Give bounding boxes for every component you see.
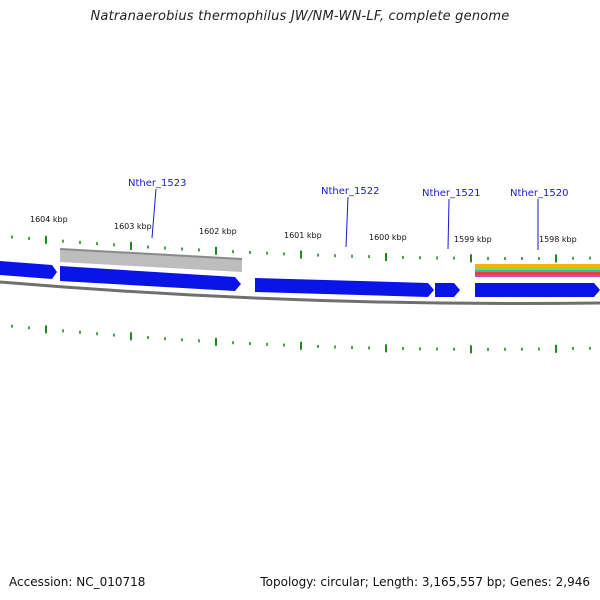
lower-tick-marks	[11, 324, 591, 354]
kbp-label: 1603 kbp	[114, 222, 152, 231]
gene-label-nther-1523[interactable]: Nther_1523	[128, 178, 186, 189]
accession-text: Accession: NC_010718	[9, 575, 146, 589]
colored-stripes	[475, 264, 600, 277]
gene-label-line	[447, 198, 450, 250]
gene-label-line	[151, 188, 157, 239]
kbp-label: 1599 kbp	[454, 235, 492, 244]
gene-arrow-nther-1520[interactable]	[475, 283, 600, 297]
kbp-label: 1598 kbp	[539, 235, 577, 244]
gene-label-nther-1520[interactable]: Nther_1520	[510, 188, 568, 199]
feature-region[interactable]	[60, 249, 242, 272]
kbp-label: 1602 kbp	[199, 227, 237, 236]
topology-text: Topology: circular; Length: 3,165,557 bp…	[260, 575, 590, 589]
map-title: Natranaerobius thermophilus JW/NM-WN-LF,…	[90, 9, 510, 24]
upper-tick-marks	[11, 235, 591, 263]
gene-arrow-nther-1522[interactable]	[255, 278, 434, 297]
gene-label-nther-1521[interactable]: Nther_1521	[422, 188, 480, 199]
gene-arrow-nther-1524[interactable]	[0, 261, 57, 279]
gene-arrow-nther-1521[interactable]	[435, 283, 460, 297]
kbp-label: 1600 kbp	[369, 233, 407, 242]
kbp-label: 1604 kbp	[30, 215, 68, 224]
genome-backbone	[0, 280, 600, 306]
gene-arrow-nther-1523[interactable]	[60, 266, 241, 291]
gene-label-line	[345, 196, 349, 248]
kbp-label: 1601 kbp	[284, 231, 322, 240]
feature-region-edge	[59, 248, 243, 260]
gene-label-nther-1522[interactable]: Nther_1522	[321, 186, 379, 197]
